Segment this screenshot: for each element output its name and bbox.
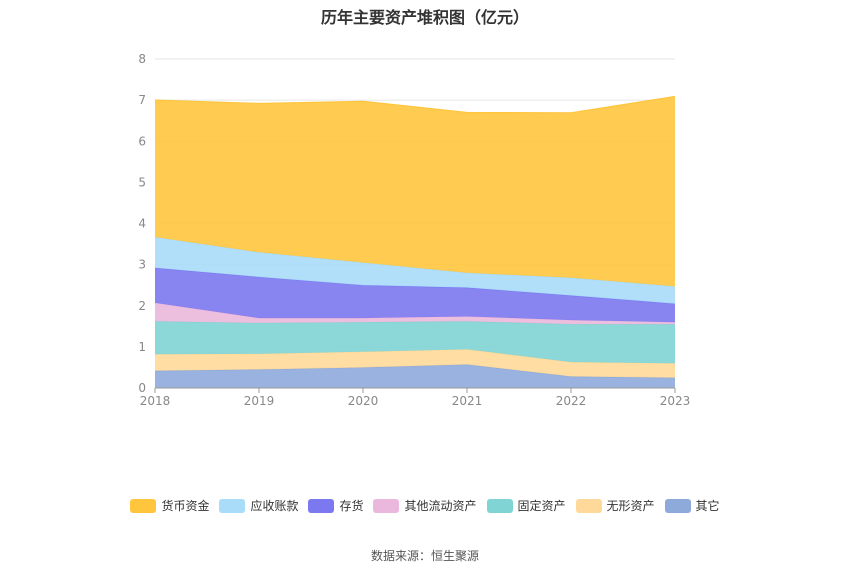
x-tick-label: 2023: [660, 394, 691, 408]
area-series: [154, 95, 676, 388]
legend-item[interactable]: 其它: [664, 497, 720, 514]
y-tick-label: 6: [138, 134, 146, 148]
area-series-1[interactable]: [155, 349, 675, 378]
y-tick-label: 4: [138, 217, 146, 231]
area-series-5[interactable]: [155, 237, 675, 304]
area-series-6[interactable]: [155, 96, 675, 287]
legend-item[interactable]: 无形资产: [575, 497, 655, 514]
legend: 货币资金 应收账款 存货 其他流动资产 固定资产 无形资产 其它: [0, 497, 850, 514]
legend-item[interactable]: 货币资金: [130, 497, 209, 514]
y-tick-label: 8: [138, 52, 146, 66]
legend-swatch: [308, 498, 335, 513]
legend-swatch: [130, 498, 157, 513]
legend-label: 其他流动资产: [404, 499, 477, 513]
x-tick-label: 2020: [348, 394, 379, 408]
axes: 0 1 2 3 4 5 6 7 8 2018 2019 2020 2021 2022 2023: [138, 52, 690, 408]
x-tick-label: 2018: [140, 394, 171, 408]
area-series-0[interactable]: [155, 364, 675, 388]
legend-swatch: [575, 498, 602, 513]
legend-label: 其它: [695, 499, 720, 513]
legend-item[interactable]: 其他流动资产: [373, 497, 477, 514]
legend-label: 货币资金: [161, 499, 210, 513]
legend-item[interactable]: 存货: [308, 497, 363, 514]
y-tick-label: 5: [138, 175, 146, 189]
area-series-edge: [154, 363, 676, 379]
x-tick-label: 2019: [244, 394, 275, 408]
legend-swatch: [373, 498, 400, 513]
x-tick-label: 2022: [556, 394, 587, 408]
legend-label: 固定资产: [517, 499, 566, 513]
chart-title: 历年主要资产堆积图（亿元）: [320, 8, 529, 27]
y-tick-label: 1: [138, 340, 146, 354]
legend-swatch: [219, 498, 246, 513]
legend-label: 存货: [339, 499, 364, 513]
legend-swatch: [486, 498, 513, 513]
legend-item[interactable]: 固定资产: [486, 497, 566, 514]
y-tick-label: 3: [138, 258, 146, 272]
area-series-4[interactable]: [155, 267, 675, 323]
area-series-edge: [154, 95, 676, 114]
legend-label: 无形资产: [606, 499, 655, 513]
area-series-3[interactable]: [155, 302, 675, 325]
y-tick-label: 7: [138, 93, 146, 107]
x-tick-label: 2021: [452, 394, 483, 408]
legend-swatch: [664, 498, 691, 513]
data-source: 数据来源：恒生聚源: [370, 549, 479, 563]
y-tick-label: 0: [138, 381, 146, 395]
area-series-2[interactable]: [155, 321, 675, 364]
legend-item[interactable]: 应收账款: [219, 497, 298, 514]
y-tick-label: 2: [138, 299, 146, 313]
legend-label: 应收账款: [250, 499, 299, 513]
